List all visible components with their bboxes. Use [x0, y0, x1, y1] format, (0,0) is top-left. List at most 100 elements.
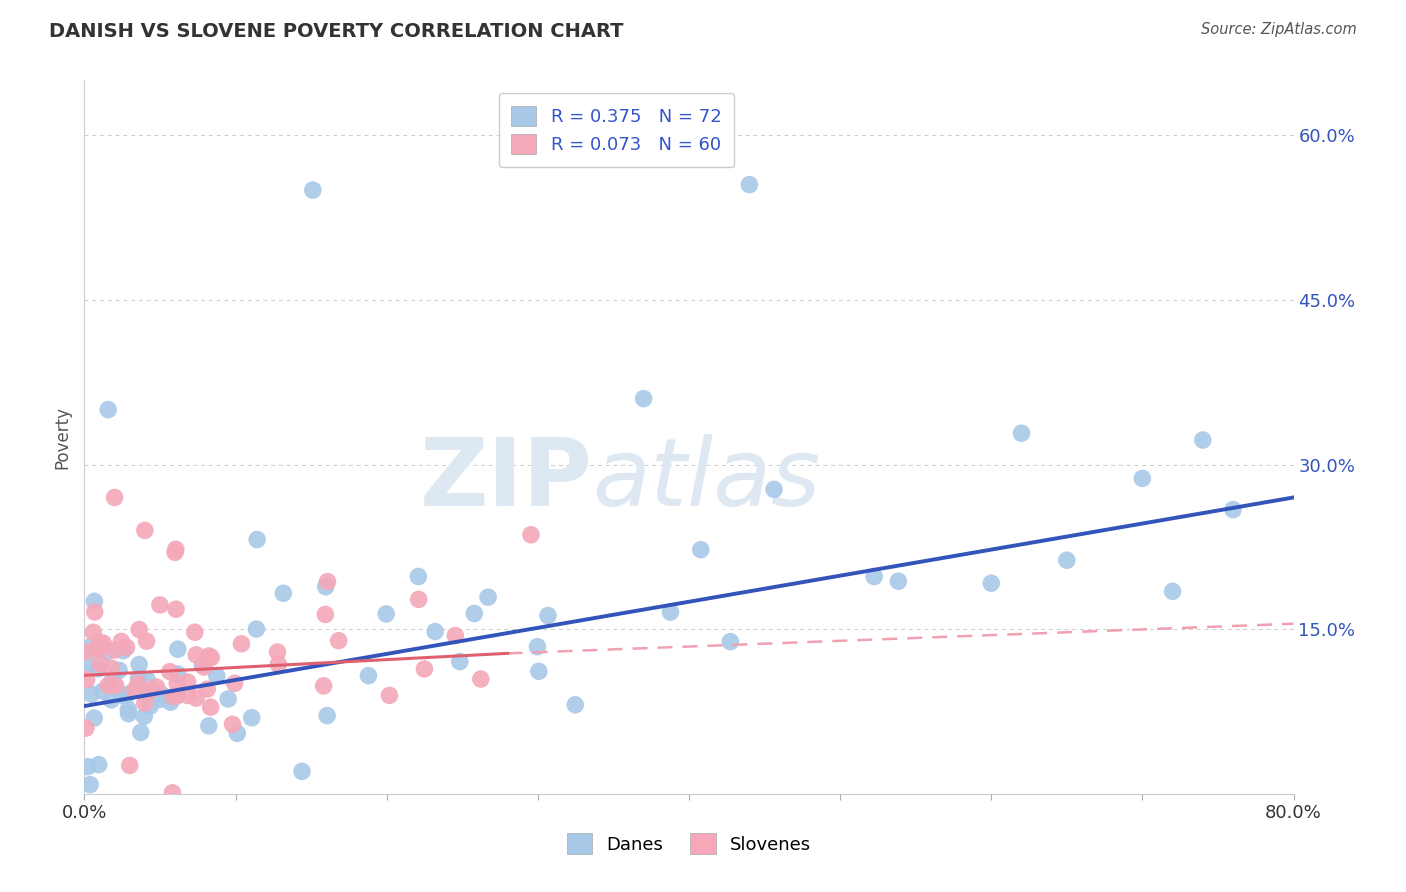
Point	[316, 574, 339, 589]
Point	[139, 699, 162, 714]
Point	[149, 692, 172, 706]
Point	[301, 183, 323, 197]
Point	[134, 709, 156, 723]
Point	[166, 689, 188, 703]
Point	[117, 688, 139, 702]
Point	[145, 680, 167, 694]
Point	[135, 687, 157, 701]
Point	[197, 648, 219, 663]
Point	[139, 683, 162, 698]
Point	[863, 569, 886, 583]
Point	[633, 392, 655, 406]
Point	[1161, 584, 1184, 599]
Point	[128, 657, 150, 672]
Point	[659, 605, 682, 619]
Point	[134, 524, 156, 538]
Point	[221, 717, 243, 731]
Point	[165, 602, 187, 616]
Point	[159, 695, 181, 709]
Point	[101, 672, 124, 686]
Point	[246, 533, 269, 547]
Point	[128, 671, 150, 685]
Point	[91, 684, 114, 698]
Point	[162, 690, 184, 704]
Point	[245, 622, 267, 636]
Point	[104, 679, 127, 693]
Point	[413, 662, 436, 676]
Point	[1222, 502, 1244, 516]
Point	[463, 607, 485, 621]
Point	[149, 598, 172, 612]
Point	[79, 778, 101, 792]
Point	[128, 623, 150, 637]
Point	[104, 643, 127, 657]
Point	[240, 711, 263, 725]
Point	[110, 688, 132, 702]
Point	[200, 650, 222, 665]
Point	[104, 491, 127, 505]
Point	[176, 675, 198, 690]
Point	[470, 672, 492, 686]
Point	[75, 645, 97, 659]
Text: Source: ZipAtlas.com: Source: ZipAtlas.com	[1201, 22, 1357, 37]
Point	[127, 677, 149, 691]
Point	[423, 624, 446, 639]
Point	[1130, 471, 1153, 485]
Point	[186, 648, 208, 662]
Point	[267, 657, 290, 672]
Point	[165, 545, 187, 559]
Point	[375, 607, 398, 621]
Point	[738, 178, 761, 192]
Point	[718, 634, 741, 648]
Point	[273, 586, 295, 600]
Point	[291, 764, 314, 779]
Point	[217, 692, 239, 706]
Point	[205, 669, 228, 683]
Point	[266, 645, 288, 659]
Text: DANISH VS SLOVENE POVERTY CORRELATION CHART: DANISH VS SLOVENE POVERTY CORRELATION CH…	[49, 22, 624, 41]
Point	[231, 637, 253, 651]
Point	[193, 660, 215, 674]
Point	[316, 708, 339, 723]
Point	[449, 655, 471, 669]
Point	[191, 658, 214, 673]
Point	[83, 594, 105, 608]
Point	[80, 687, 103, 701]
Point	[527, 665, 550, 679]
Point	[135, 634, 157, 648]
Point	[100, 693, 122, 707]
Point	[97, 402, 120, 417]
Point	[357, 668, 380, 682]
Point	[75, 721, 97, 735]
Point	[159, 665, 181, 679]
Point	[118, 758, 141, 772]
Point	[537, 608, 560, 623]
Point	[378, 689, 401, 703]
Text: atlas: atlas	[592, 434, 821, 525]
Point	[1192, 433, 1215, 447]
Point	[83, 711, 105, 725]
Legend: Danes, Slovenes: Danes, Slovenes	[558, 824, 820, 863]
Point	[184, 625, 207, 640]
Point	[165, 690, 187, 704]
Point	[314, 607, 336, 622]
Y-axis label: Poverty: Poverty	[53, 406, 72, 468]
Point	[200, 700, 222, 714]
Point	[150, 688, 173, 702]
Point	[134, 696, 156, 710]
Point	[408, 592, 430, 607]
Point	[117, 702, 139, 716]
Point	[444, 628, 467, 642]
Point	[77, 657, 100, 671]
Point	[110, 634, 132, 648]
Point	[89, 635, 111, 649]
Point	[166, 667, 188, 681]
Point	[87, 662, 110, 676]
Point	[526, 640, 548, 654]
Point	[184, 691, 207, 706]
Point	[564, 698, 586, 712]
Point	[87, 642, 110, 657]
Point	[176, 689, 198, 703]
Point	[87, 757, 110, 772]
Point	[689, 542, 711, 557]
